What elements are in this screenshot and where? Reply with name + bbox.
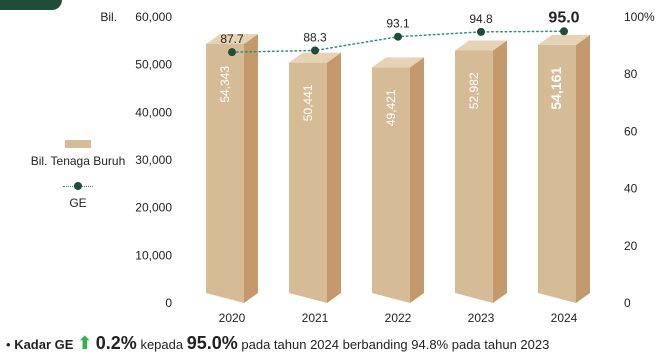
bar-value-label: 52,982 <box>467 72 481 109</box>
bar-top <box>289 52 341 63</box>
right-tick-label: 40 <box>624 182 638 196</box>
ge-value-label: 95.0 <box>548 9 579 26</box>
ge-value-label: 94.8 <box>469 12 493 26</box>
ge-point <box>477 27 485 36</box>
left-axis-prefix: Bil. <box>100 10 117 24</box>
left-tick-label: 50,000 <box>135 58 172 72</box>
bar-top <box>372 57 424 68</box>
bar-value-label: 54,343 <box>218 66 232 103</box>
bar-side <box>244 33 258 304</box>
ge-value-label: 87.7 <box>220 32 244 46</box>
bar-side <box>327 52 341 303</box>
x-tick-label: 2020 <box>219 311 246 325</box>
bar-front <box>206 43 244 304</box>
bar-2022: 49,421 <box>372 57 424 303</box>
x-axis: 2020 2021 2022 2023 2024 <box>219 311 578 325</box>
bar-front <box>372 67 410 303</box>
right-tick-label: 100% <box>624 10 655 24</box>
bar-front <box>455 50 493 303</box>
footnote-mid: kepada <box>140 337 184 352</box>
bar-2023: 52,982 <box>455 40 507 304</box>
ge-series: 87.7 88.3 93.1 94.8 95.0 <box>220 9 580 57</box>
ge-value-label: 88.3 <box>303 30 327 44</box>
footnote: • Kadar GE ⬆ 0.2% kepada 95.0% pada tahu… <box>6 333 656 354</box>
left-tick-label: 20,000 <box>135 201 172 215</box>
bars: 54,343 50,441 49,421 52,982 54,161 <box>206 33 590 304</box>
bar-2021: 50,441 <box>289 52 341 303</box>
footnote-change: 0.2% <box>95 333 137 353</box>
bar-line-chart: 0 10,000 20,000 30,000 40,000 50,000 60,000 Bil… <box>100 9 655 325</box>
bar-front <box>289 62 327 303</box>
footnote-bullet: • <box>6 337 11 352</box>
left-tick-label: 60,000 <box>135 10 172 24</box>
right-tick-label: 80 <box>624 67 638 81</box>
x-tick-label: 2021 <box>302 311 329 325</box>
bar-top <box>206 33 258 44</box>
ge-point <box>228 48 236 57</box>
left-axis: 0 10,000 20,000 30,000 40,000 50,000 60,000 Bil… <box>100 10 172 310</box>
x-tick-label: 2024 <box>551 311 578 325</box>
left-tick-label: 30,000 <box>135 153 172 167</box>
x-tick-label: 2023 <box>468 311 495 325</box>
header-accent-band <box>0 0 62 10</box>
left-tick-label: 10,000 <box>135 248 172 262</box>
bar-front <box>538 44 576 303</box>
ge-value-label: 93.1 <box>386 17 410 31</box>
legend-ge-marker <box>63 180 93 194</box>
bar-side <box>410 57 424 303</box>
ge-point <box>311 46 319 55</box>
bar-2024: 54,161 <box>538 34 590 303</box>
right-tick-label: 20 <box>624 239 638 253</box>
bar-top <box>538 34 590 45</box>
right-axis: 0 20 40 60 80 100% <box>624 10 655 310</box>
left-tick-label: 40,000 <box>135 105 172 119</box>
bar-side <box>576 34 590 303</box>
up-arrow-icon: ⬆ <box>77 333 93 353</box>
right-tick-label: 60 <box>624 124 638 138</box>
legend-ge-label: GE <box>69 196 87 210</box>
bar-value-label: 54,161 <box>548 67 564 110</box>
x-tick-label: 2022 <box>385 311 412 325</box>
bar-top <box>455 40 507 51</box>
legend-bar-swatch <box>65 140 91 148</box>
legend-bar-label: Bil. Tenaga Buruh <box>30 154 126 168</box>
footnote-value: 95.0% <box>186 333 238 353</box>
footnote-rest: pada tahun 2024 berbanding 94.8% pada ta… <box>241 337 550 352</box>
bar-side <box>493 40 507 304</box>
left-tick-label: 0 <box>165 296 172 310</box>
ge-point <box>560 27 568 36</box>
right-tick-label: 0 <box>624 296 631 310</box>
footnote-prefix: Kadar GE <box>14 337 74 352</box>
bar-2020: 54,343 <box>206 33 258 304</box>
legend: Bil. Tenaga Buruh GE <box>30 140 126 210</box>
ge-point <box>394 32 402 41</box>
bar-value-label: 49,421 <box>384 89 398 126</box>
bar-value-label: 50,441 <box>301 84 315 121</box>
